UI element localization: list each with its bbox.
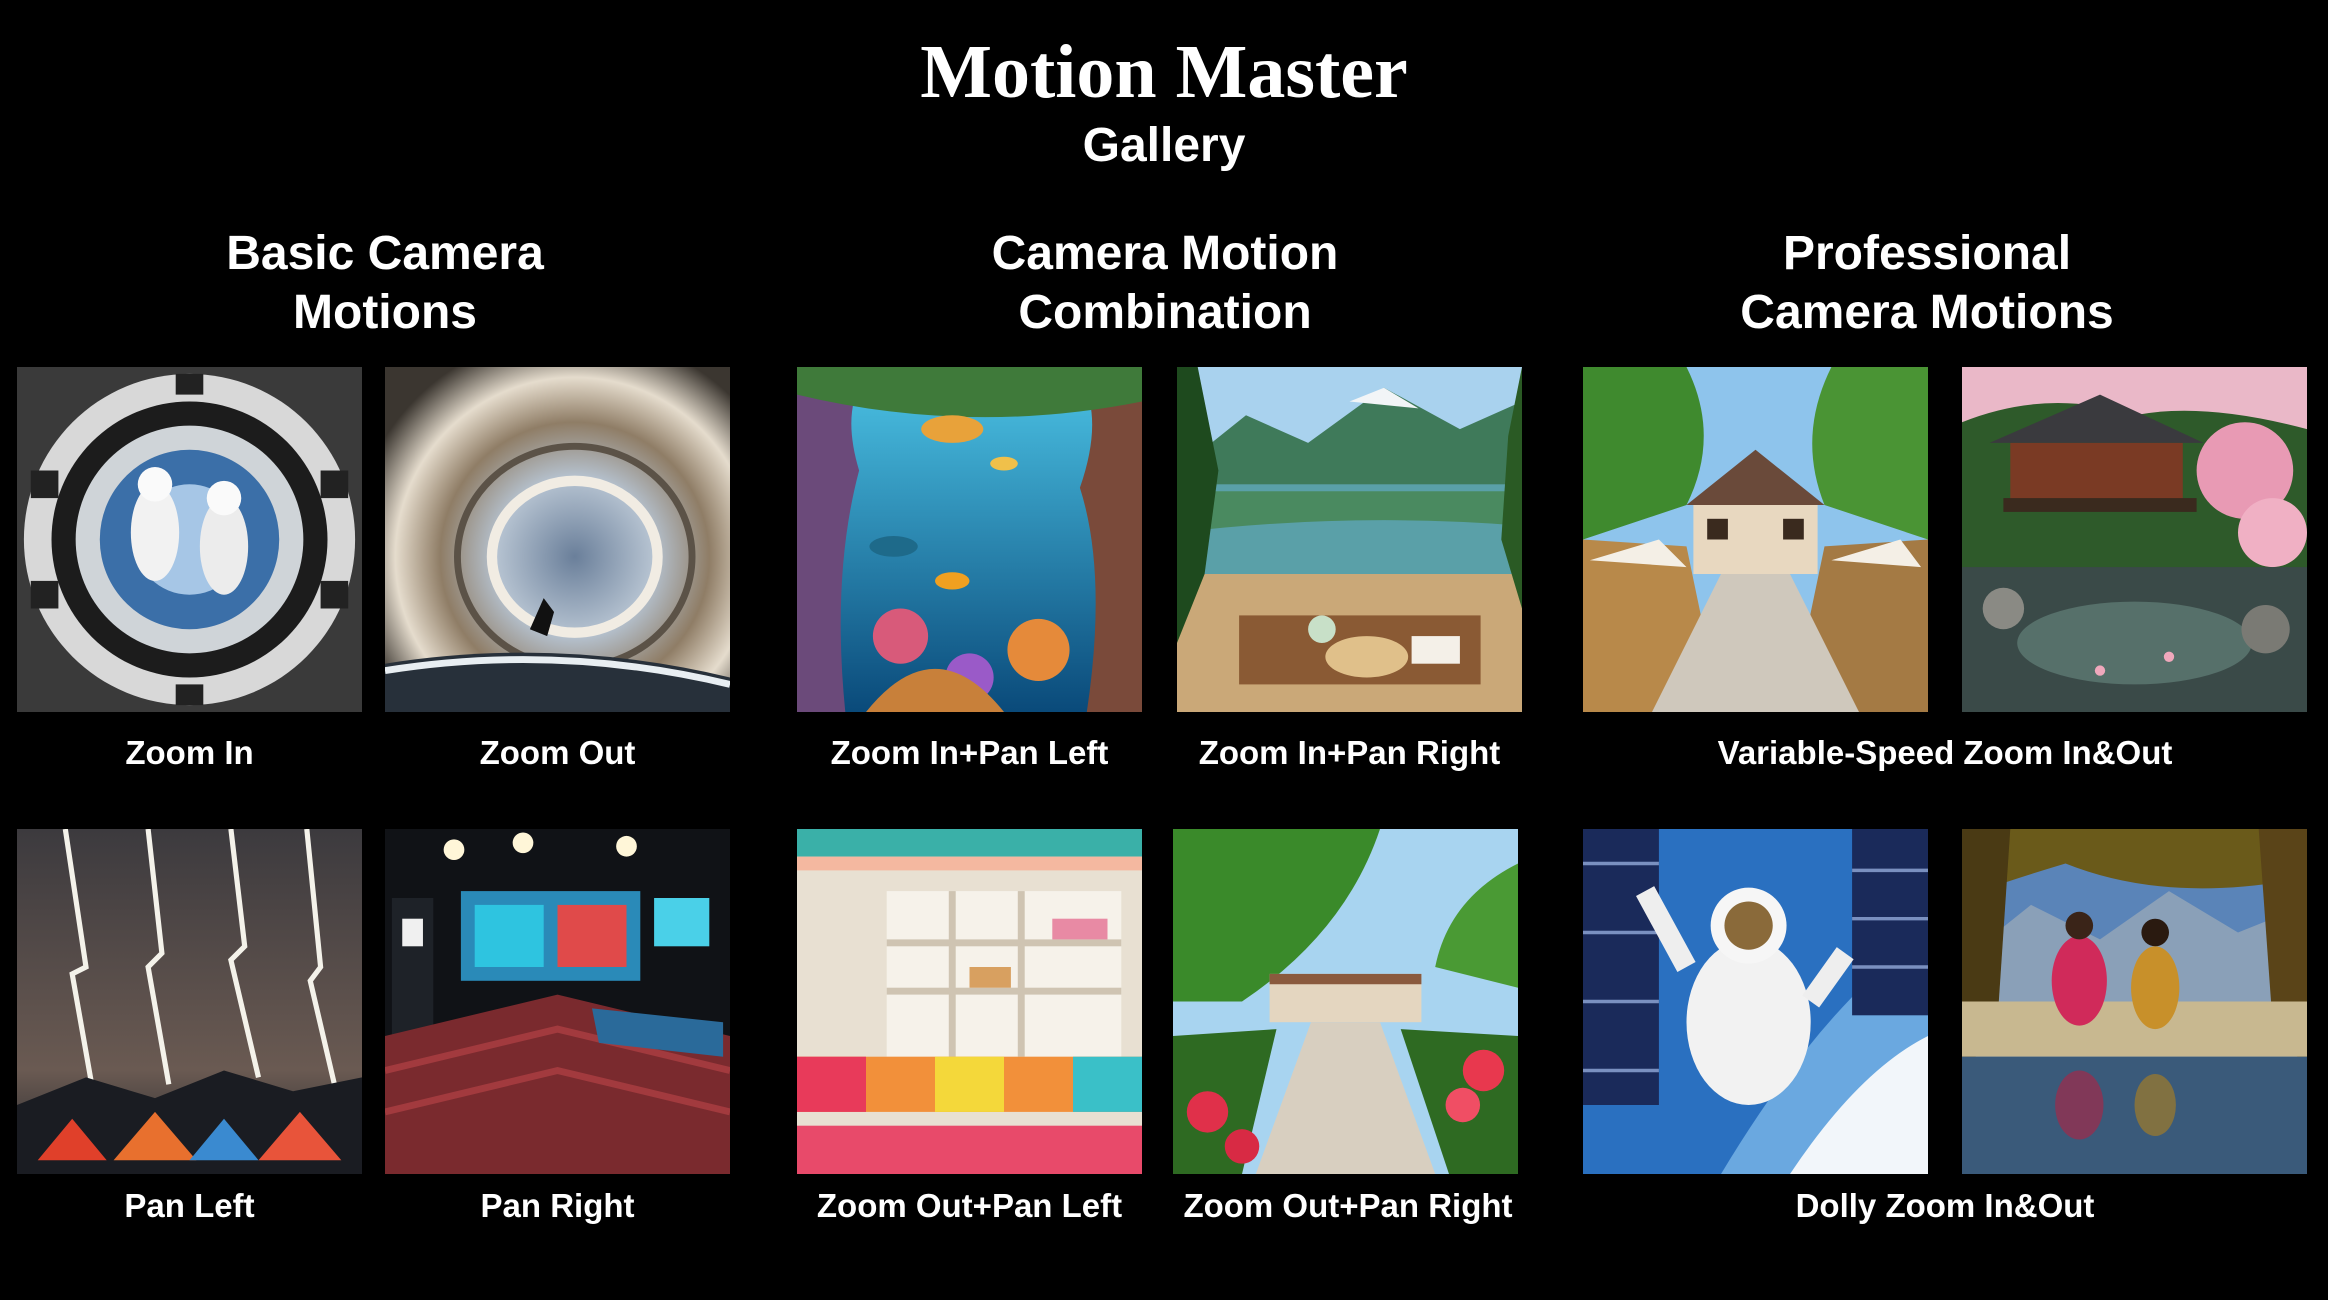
caption-zoom-in: Zoom In (125, 734, 254, 771)
caption-zoom-in-pan-left: Zoom In+Pan Left (830, 734, 1109, 771)
village-street-image (1583, 367, 1928, 712)
couple-lake-image (1962, 829, 2307, 1174)
tile-variable-speed-garden[interactable] (1962, 367, 2307, 712)
tile-variable-speed-village[interactable] (1583, 367, 1928, 712)
section-title-line: Professional (1782, 227, 2072, 280)
section-title-line: Basic Camera (226, 227, 544, 280)
tile-zoom-out-pan-right[interactable] (1173, 829, 1518, 1174)
tile-zoom-out-pan-left[interactable] (797, 829, 1142, 1174)
section-title-combination: Camera Motion Combination (880, 224, 1450, 342)
underwater-coral-image (797, 367, 1142, 712)
tile-zoom-in-pan-left[interactable] (797, 367, 1142, 712)
tile-dolly-zoom-couple[interactable] (1962, 829, 2307, 1174)
section-title-line: Camera Motions (1740, 286, 2114, 339)
lake-picnic-image (1177, 367, 1522, 712)
page-subtitle: Gallery (1082, 119, 1246, 172)
wave-tunnel-image (385, 367, 730, 712)
japanese-garden-image (1962, 367, 2307, 712)
tile-zoom-in-pan-right[interactable] (1177, 367, 1522, 712)
tile-pan-left[interactable] (17, 829, 362, 1174)
caption-zoom-out: Zoom Out (479, 734, 636, 771)
section-title-line: Camera Motion (991, 227, 1339, 280)
section-title-professional: Professional Camera Motions (1642, 224, 2212, 342)
tile-zoom-in[interactable] (17, 367, 362, 712)
caption-zoom-in-pan-right: Zoom In+Pan Right (1198, 734, 1501, 771)
cafe-interior-image (797, 829, 1142, 1174)
garden-street-image (1173, 829, 1518, 1174)
tile-dolly-zoom-astronaut[interactable] (1583, 829, 1928, 1174)
caption-zoom-out-pan-right: Zoom Out+Pan Right (1183, 1187, 1513, 1224)
caption-pan-left: Pan Left (124, 1187, 255, 1224)
caption-variable-speed: Variable-Speed Zoom In&Out (1717, 734, 2173, 771)
lightning-tents-image (17, 829, 362, 1174)
tile-zoom-out[interactable] (385, 367, 730, 712)
caption-zoom-out-pan-left: Zoom Out+Pan Left (816, 1187, 1123, 1224)
space-station-image (17, 367, 362, 712)
section-title-basic: Basic Camera Motions (100, 224, 670, 342)
arena-stage-image (385, 829, 730, 1174)
section-title-line: Motions (293, 286, 477, 339)
page-title: Motion Master (920, 30, 1408, 114)
caption-dolly-zoom: Dolly Zoom In&Out (1795, 1187, 2095, 1224)
astronaut-earth-image (1583, 829, 1928, 1174)
section-title-line: Combination (1018, 286, 1312, 339)
tile-pan-right[interactable] (385, 829, 730, 1174)
caption-pan-right: Pan Right (480, 1187, 635, 1224)
